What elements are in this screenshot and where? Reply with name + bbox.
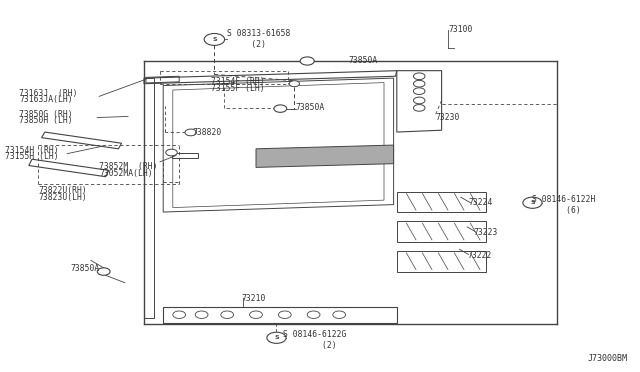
Text: 73163JA(LH): 73163JA(LH) (19, 95, 73, 104)
Text: 73850G (RH): 73850G (RH) (19, 110, 73, 119)
Text: S 08146-6122H
       (6): S 08146-6122H (6) (532, 195, 596, 215)
Circle shape (166, 149, 177, 156)
Circle shape (413, 88, 425, 94)
Circle shape (97, 268, 110, 275)
Text: 738820: 738820 (192, 128, 221, 137)
Circle shape (278, 311, 291, 318)
Text: S: S (212, 37, 217, 42)
Circle shape (307, 311, 320, 318)
Text: S 08313-61658
     (2): S 08313-61658 (2) (227, 29, 291, 49)
Text: 73154F (RH): 73154F (RH) (211, 77, 265, 86)
Text: 73850A: 73850A (296, 103, 325, 112)
Text: 73223: 73223 (474, 228, 498, 237)
Text: S 08146-6122G
        (2): S 08146-6122G (2) (283, 330, 346, 350)
Circle shape (221, 311, 234, 318)
Text: 73155F (LH): 73155F (LH) (211, 84, 265, 93)
Polygon shape (256, 145, 394, 167)
Text: J73000BM: J73000BM (588, 354, 627, 363)
Text: 73822U(RH): 73822U(RH) (38, 186, 87, 195)
Circle shape (195, 311, 208, 318)
Circle shape (413, 73, 425, 80)
Text: 73154H (RH): 73154H (RH) (5, 146, 59, 155)
Text: 73224: 73224 (468, 198, 493, 207)
Circle shape (333, 311, 346, 318)
Circle shape (204, 33, 225, 45)
Text: 73100: 73100 (448, 25, 472, 34)
Circle shape (300, 57, 314, 65)
Text: 73850A: 73850A (70, 264, 100, 273)
Circle shape (413, 105, 425, 111)
Text: S: S (274, 335, 279, 340)
Circle shape (250, 311, 262, 318)
Text: 73823U(LH): 73823U(LH) (38, 193, 87, 202)
Circle shape (523, 197, 542, 208)
Text: 73052MA(LH): 73052MA(LH) (99, 169, 153, 178)
Circle shape (173, 311, 186, 318)
Circle shape (267, 332, 286, 343)
Text: 73163J  (RH): 73163J (RH) (19, 89, 77, 97)
Text: 73222: 73222 (467, 251, 492, 260)
Circle shape (274, 105, 287, 112)
Text: 73230: 73230 (435, 113, 460, 122)
Text: 73155H (LH): 73155H (LH) (5, 153, 59, 161)
Text: S: S (530, 200, 535, 205)
Text: 73852M  (RH): 73852M (RH) (99, 162, 157, 171)
Circle shape (413, 80, 425, 87)
Circle shape (185, 129, 196, 136)
Circle shape (289, 81, 300, 87)
Text: 73210: 73210 (242, 294, 266, 303)
Circle shape (413, 97, 425, 104)
Text: 73850A: 73850A (349, 56, 378, 65)
Text: 73850H (LH): 73850H (LH) (19, 116, 73, 125)
